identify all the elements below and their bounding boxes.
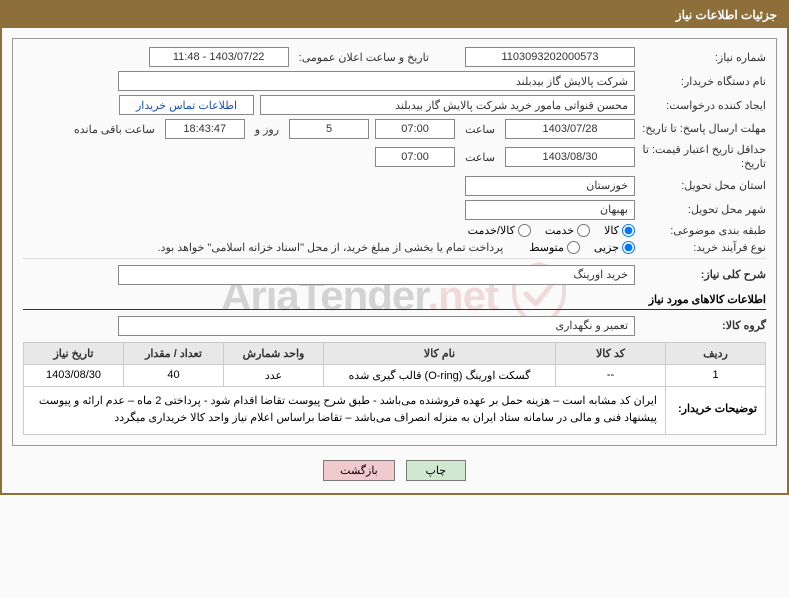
radio-both-input[interactable] (518, 224, 531, 237)
delivery-city-label: شهر محل تحویل: (641, 203, 766, 216)
time-label-1: ساعت (465, 123, 495, 136)
delivery-province: خوزستان (465, 176, 635, 196)
announce-datetime-label: تاریخ و ساعت اعلان عمومی: (299, 51, 429, 64)
response-time: 07:00 (375, 119, 455, 139)
response-date: 1403/07/28 (505, 119, 635, 139)
table-row: 1 -- گسکت اورینگ (O-ring) قالب گیری شده … (24, 364, 766, 386)
days-left: 5 (289, 119, 369, 139)
radio-partial-input[interactable] (622, 241, 635, 254)
radio-goods-input[interactable] (622, 224, 635, 237)
time-label-2: ساعت (465, 151, 495, 164)
goods-group: تعمیر و نگهداری (118, 316, 635, 336)
cell-row: 1 (666, 364, 766, 386)
need-number-field: 1103093202000573 (465, 47, 635, 67)
cell-date: 1403/08/30 (24, 364, 124, 386)
delivery-city: بهبهان (465, 200, 635, 220)
cell-name: گسکت اورینگ (O-ring) قالب گیری شده (324, 364, 556, 386)
requester-label: ایجاد کننده درخواست: (641, 99, 766, 112)
print-button[interactable]: چاپ (406, 460, 466, 481)
radio-service[interactable]: خدمت (545, 224, 590, 237)
buyer-notes-label: توضیحات خریدار: (666, 386, 766, 434)
days-and-label: روز و (255, 123, 279, 136)
button-bar: چاپ بازگشت (12, 454, 777, 483)
radio-both[interactable]: کالا/خدمت (468, 224, 531, 237)
requester-field: محسن قنواتی مامور خرید شرکت پالایش گاز ب… (260, 95, 635, 115)
panel-header: جزئیات اطلاعات نیاز (2, 2, 787, 28)
response-deadline-label: مهلت ارسال پاسخ: تا تاریخ: (641, 122, 766, 136)
items-section-title: اطلاعات کالاهای مورد نیاز (23, 293, 766, 310)
separator (23, 258, 766, 259)
radio-medium-input[interactable] (567, 241, 580, 254)
goods-group-label: گروه کالا: (641, 319, 766, 332)
payment-note: پرداخت تمام یا بخشی از مبلغ خرید، از محل… (158, 241, 504, 254)
general-desc-label: شرح کلی نیاز: (641, 268, 766, 281)
buyer-notes-row: توضیحات خریدار: ایران کد مشابه است – هزی… (24, 386, 766, 434)
purchase-process-label: نوع فرآیند خرید: (641, 241, 766, 254)
buyer-org-label: نام دستگاه خریدار: (641, 75, 766, 88)
subject-type-label: طبقه بندی موضوعی: (641, 224, 766, 237)
process-group: جزیی متوسط (529, 241, 635, 254)
th-row: ردیف (666, 342, 766, 364)
radio-goods[interactable]: کالا (604, 224, 635, 237)
main-panel: جزئیات اطلاعات نیاز شماره نیاز: 11030932… (0, 0, 789, 495)
radio-service-input[interactable] (577, 224, 590, 237)
cell-unit: عدد (224, 364, 324, 386)
subject-type-group: کالا خدمت کالا/خدمت (468, 224, 635, 237)
table-header-row: ردیف کد کالا نام کالا واحد شمارش تعداد /… (24, 342, 766, 364)
back-button[interactable]: بازگشت (323, 460, 395, 481)
form-fieldset: شماره نیاز: 1103093202000573 تاریخ و ساع… (12, 38, 777, 446)
countdown: 18:43:47 (165, 119, 245, 139)
buyer-notes-text: ایران کد مشابه است – هزینه حمل بر عهده ف… (24, 386, 666, 434)
need-number-label: شماره نیاز: (641, 51, 766, 64)
th-name: نام کالا (324, 342, 556, 364)
buyer-org-field: شرکت پالایش گاز بیدبلند (118, 71, 635, 91)
radio-medium[interactable]: متوسط (529, 241, 580, 254)
th-date: تاریخ نیاز (24, 342, 124, 364)
validity-date: 1403/08/30 (505, 147, 635, 167)
validity-deadline-label: حداقل تاریخ اعتبار قیمت: تا تاریخ: (641, 143, 766, 172)
th-qty: تعداد / مقدار (124, 342, 224, 364)
announce-datetime-field: 1403/07/22 - 11:48 (149, 47, 289, 67)
items-table: ردیف کد کالا نام کالا واحد شمارش تعداد /… (23, 342, 766, 435)
remaining-label: ساعت باقی مانده (74, 123, 155, 136)
buyer-contact-link[interactable]: اطلاعات تماس خریدار (119, 95, 254, 115)
th-code: کد کالا (556, 342, 666, 364)
general-desc: خرید اورینگ (118, 265, 635, 285)
validity-time: 07:00 (375, 147, 455, 167)
th-unit: واحد شمارش (224, 342, 324, 364)
cell-code: -- (556, 364, 666, 386)
delivery-province-label: استان محل تحویل: (641, 179, 766, 192)
cell-qty: 40 (124, 364, 224, 386)
radio-partial[interactable]: جزیی (594, 241, 635, 254)
